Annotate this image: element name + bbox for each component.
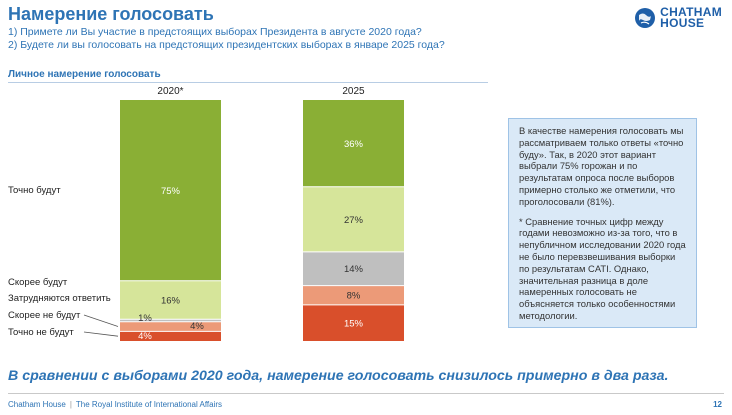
legend-leader-line xyxy=(83,331,119,337)
legend-label: Точно будут xyxy=(8,185,61,196)
data-label: 16% xyxy=(161,296,181,307)
bar-1-segment-1 xyxy=(303,285,404,305)
bar-0-segment-1 xyxy=(120,321,221,332)
bar-1-segment-4 xyxy=(303,100,404,187)
category-label: 2025 xyxy=(342,86,365,97)
data-label: 75% xyxy=(161,186,181,197)
data-label: 4% xyxy=(190,321,204,332)
footer-org: Chatham House xyxy=(8,400,66,409)
bar-0-segment-4 xyxy=(120,100,221,281)
legend-label: Скорее будут xyxy=(8,277,68,288)
data-label: 1% xyxy=(138,313,152,324)
page-title: Намерение голосовать xyxy=(8,4,214,24)
bar-0-segment-0 xyxy=(120,331,221,341)
data-label: 36% xyxy=(344,139,364,150)
data-label: 8% xyxy=(347,291,361,302)
logo-wordmark: CHATHAM HOUSE xyxy=(660,5,722,30)
footer: Chatham House | The Royal Institute of Int… xyxy=(8,400,223,409)
bar-0-segment-3 xyxy=(120,280,221,320)
question-2: 2) Будете ли вы голосовать на предстоящи… xyxy=(8,39,445,51)
info-paragraph-2: * Сравнение точных цифр между годами нев… xyxy=(519,215,686,321)
data-label: 14% xyxy=(344,264,364,275)
conclusion-text: В сравнении с выборами 2020 года, намере… xyxy=(8,368,669,384)
bar-1-segment-3 xyxy=(303,186,404,252)
section-title: Личное намерение голосовать xyxy=(8,69,161,80)
data-label: 27% xyxy=(344,215,364,226)
legend-label: Скорее не будут xyxy=(8,310,81,321)
data-label: 15% xyxy=(344,318,364,329)
legend-label: Затрудняются ответить xyxy=(8,293,111,304)
section-divider xyxy=(8,82,488,83)
page-number: 12 xyxy=(713,400,722,409)
category-label: 2020* xyxy=(157,86,183,97)
bar-1-segment-0 xyxy=(303,304,404,341)
legend-leader-line xyxy=(83,314,119,327)
info-paragraph-1: В качестве намерения голосовать мы рассм… xyxy=(519,125,684,207)
bar-1-segment-2 xyxy=(303,251,404,286)
data-label: 4% xyxy=(138,331,152,342)
info-box: В качестве намерения голосовать мы рассм… xyxy=(508,118,697,328)
chatham-house-logo: CHATHAM HOUSE xyxy=(634,4,722,32)
footer-divider xyxy=(8,393,724,394)
footer-subtitle: The Royal Institute of International Aff… xyxy=(75,400,223,409)
globe-icon xyxy=(635,8,656,28)
legend-label: Точно не будут xyxy=(8,327,74,338)
question-1: 1) Примете ли Вы участие в предстоящих в… xyxy=(8,26,422,38)
bar-0-segment-2 xyxy=(120,319,221,322)
